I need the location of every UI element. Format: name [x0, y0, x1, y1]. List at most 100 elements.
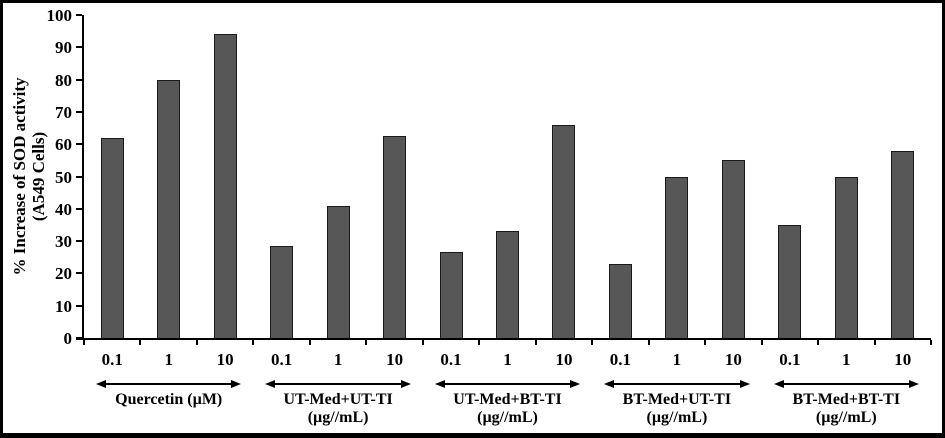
- bar: [439, 252, 463, 338]
- group-label-line: (µg//mL): [815, 409, 877, 426]
- bar: [496, 231, 519, 338]
- arrow-left-head-icon: [773, 379, 784, 388]
- bar: [552, 124, 576, 338]
- x-tick-mark: [534, 340, 537, 345]
- x-tick-mark: [478, 340, 481, 345]
- y-tick-label: 20: [55, 264, 72, 284]
- y-tick-label: 40: [55, 199, 72, 219]
- group-label-line: (µg//mL): [307, 409, 369, 426]
- dose-tick-label: 10: [386, 350, 404, 369]
- y-tick-mark: [76, 240, 82, 243]
- x-tick-mark: [365, 340, 368, 345]
- bar: [721, 160, 745, 338]
- dose-tick-label: 1: [164, 350, 173, 369]
- bar: [270, 245, 294, 338]
- arrow-right-head-icon: [400, 379, 411, 388]
- y-tick-mark: [76, 14, 82, 16]
- y-tick-label: 100: [46, 6, 73, 25]
- y-tick-mark: [76, 78, 82, 81]
- x-tick-mark: [252, 340, 255, 345]
- x-tick-mark: [930, 340, 932, 345]
- x-tick-mark: [647, 340, 650, 345]
- group-label-line: BT-Med+BT-TI: [792, 391, 901, 408]
- group-range-arrow: [773, 379, 919, 388]
- group-label-line: (µg//mL): [477, 409, 538, 426]
- group-label-line: BT-Med+UT-TI: [622, 391, 732, 408]
- y-tick-label: 60: [55, 135, 72, 155]
- x-tick-mark: [421, 340, 424, 345]
- bar: [326, 205, 350, 338]
- arrow-shaft: [275, 382, 401, 385]
- arrow-shaft: [106, 382, 232, 385]
- arrow-shaft: [783, 382, 909, 385]
- arrow-left-head-icon: [434, 379, 445, 388]
- dose-tick-label: 10: [724, 350, 742, 369]
- dose-tick-label: 0.1: [609, 350, 632, 369]
- bar: [665, 176, 689, 338]
- dose-tick-label: 10: [894, 350, 912, 369]
- bar: [157, 79, 181, 338]
- group-label-line: UT-Med+BT-TI: [453, 391, 562, 408]
- bar: [213, 34, 237, 338]
- y-tick-mark: [76, 46, 82, 49]
- dose-tick-label: 1: [503, 350, 512, 369]
- x-tick-mark: [195, 340, 198, 345]
- x-tick-mark: [139, 340, 142, 345]
- arrow-right-head-icon: [908, 379, 919, 388]
- group-label-line: Quercetin (µM): [115, 391, 223, 408]
- bar: [834, 176, 858, 338]
- y-tick-label: 10: [55, 296, 72, 316]
- y-tick-label: 80: [55, 70, 72, 90]
- arrow-left-head-icon: [604, 379, 615, 388]
- y-tick-mark: [76, 110, 82, 113]
- x-tick-mark: [760, 340, 763, 345]
- arrow-right-head-icon: [739, 379, 750, 388]
- dose-tick-label: 0.1: [271, 350, 293, 369]
- group-label: BT-Med+BT-TI (µg//mL): [762, 391, 931, 427]
- y-tick-mark: [76, 207, 82, 210]
- group-range-arrow: [265, 379, 411, 388]
- bar: [608, 263, 632, 338]
- x-tick-mark: [83, 340, 85, 345]
- y-tick-mark: [76, 272, 82, 275]
- bar: [778, 224, 802, 338]
- y-axis-line: [82, 15, 84, 340]
- dose-tick-label: 10: [216, 350, 234, 369]
- y-tick-label: 50: [55, 167, 72, 187]
- x-tick-mark: [817, 340, 820, 345]
- group-label-line: (µg//mL): [646, 409, 708, 426]
- group-label-line: UT-Med+UT-TI: [283, 391, 393, 408]
- bar: [100, 137, 124, 338]
- group-label: Quercetin (µM): [84, 391, 253, 409]
- dose-tick-label: 0.1: [779, 350, 801, 369]
- dose-tick-label: 10: [555, 350, 573, 369]
- dose-tick-label: 0.1: [440, 350, 462, 369]
- group-range-arrow: [604, 379, 750, 388]
- dose-tick-label: 0.1: [101, 350, 123, 369]
- bar: [383, 136, 407, 338]
- x-tick-mark: [308, 340, 311, 345]
- arrow-shaft: [614, 382, 740, 385]
- y-tick-mark: [76, 337, 82, 339]
- arrow-left-head-icon: [265, 379, 276, 388]
- y-tick-mark: [76, 143, 82, 146]
- y-tick-mark: [76, 175, 82, 178]
- y-tick-label: 90: [55, 38, 72, 58]
- arrow-right-head-icon: [570, 379, 581, 388]
- x-tick-mark: [591, 340, 594, 345]
- arrow-left-head-icon: [96, 379, 106, 388]
- dose-tick-label: 1: [333, 350, 343, 369]
- group-range-arrow: [96, 379, 242, 388]
- group-label: UT-Med+BT-TI (µg//mL): [423, 391, 592, 427]
- x-tick-mark: [873, 340, 876, 345]
- arrow-right-head-icon: [231, 379, 242, 388]
- dose-tick-label: 1: [842, 350, 851, 369]
- y-tick-label: 30: [55, 232, 72, 252]
- dose-tick-label: 1: [672, 350, 682, 369]
- bar: [891, 150, 915, 338]
- group-range-arrow: [434, 379, 581, 388]
- y-tick-label: 70: [55, 102, 72, 122]
- group-label: UT-Med+UT-TI (µg//mL): [253, 391, 422, 427]
- y-tick-label: 0: [63, 329, 73, 348]
